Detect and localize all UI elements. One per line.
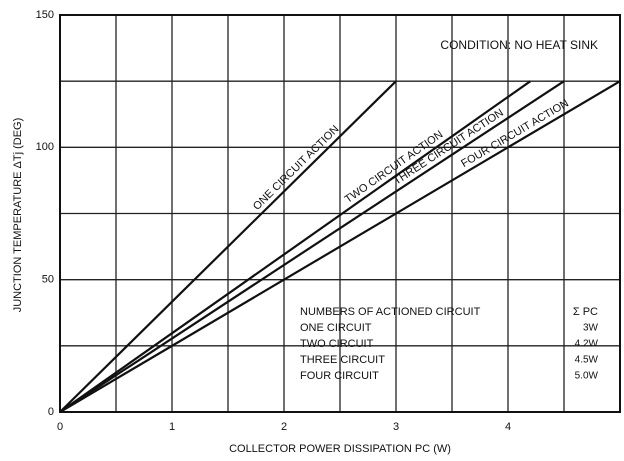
x-tick-label: 1 — [169, 421, 175, 433]
table-cell: 4.5W — [575, 355, 599, 366]
y-tick-label: 100 — [36, 141, 54, 153]
line — [59, 80, 565, 413]
x-axis-label: COLLECTOR POWER DISSIPATION PC (W) — [229, 443, 451, 455]
table-header: NUMBERS OF ACTIONED CIRCUIT — [300, 306, 481, 318]
y-tick-label: 0 — [48, 406, 54, 418]
line — [59, 80, 532, 413]
x-tick-label: 2 — [281, 421, 287, 433]
table-cell: ONE CIRCUIT — [300, 322, 372, 334]
annotation: CONDITION: NO HEAT SINK — [440, 38, 598, 52]
series-label: ONE CIRCUIT ACTION — [251, 123, 342, 212]
plot-frame — [59, 14, 621, 413]
table-header: Σ PC — [573, 306, 598, 318]
table-cell: 5.0W — [575, 371, 599, 382]
line — [59, 80, 397, 413]
table-cell: 3W — [583, 323, 599, 334]
x-tick-label: 3 — [393, 421, 399, 433]
table-cell: FOUR CIRCUIT — [300, 370, 379, 382]
y-axis-label: JUNCTION TEMPERATURE ΔTj (DEG) — [12, 118, 24, 313]
x-tick-label: 0 — [57, 421, 63, 433]
y-tick-label: 50 — [42, 274, 54, 286]
table-cell: 4.2W — [575, 339, 599, 350]
table-cell: THREE CIRCUIT — [300, 354, 385, 366]
x-tick-label: 4 — [505, 421, 511, 433]
table-cell: TWO CIRCUIT — [300, 338, 374, 350]
line — [59, 80, 621, 413]
y-tick-label: 150 — [36, 9, 54, 21]
